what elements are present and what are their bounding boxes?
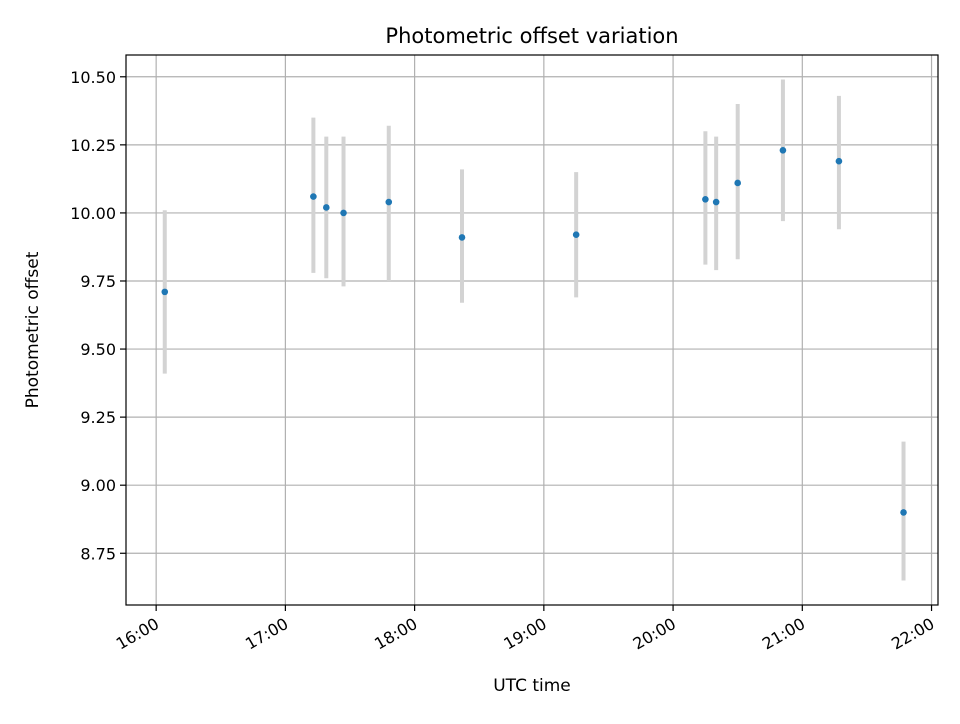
plot-area — [126, 55, 938, 605]
data-point — [310, 193, 317, 200]
grid — [126, 55, 938, 605]
data-point — [734, 179, 741, 187]
data-point — [161, 288, 169, 296]
data-points — [161, 146, 907, 516]
y-tick-label: 10.00 — [70, 204, 116, 223]
data-point — [900, 509, 907, 516]
y-tick-label: 9.25 — [80, 408, 116, 427]
y-tick-label: 9.00 — [80, 476, 116, 495]
y-tick-label: 8.75 — [80, 544, 116, 563]
data-point — [458, 234, 466, 241]
y-tick-label: 10.50 — [70, 68, 116, 87]
y-tick-label: 10.25 — [70, 136, 116, 155]
data-point — [340, 209, 347, 217]
data-point — [323, 204, 330, 211]
y-tick-label: 9.75 — [80, 272, 116, 291]
chart-title: Photometric offset variation — [385, 24, 678, 48]
y-axis-ticks: 8.75 9.00 9.25 9.50 9.75 10.00 10.25 10.50 — [70, 68, 126, 563]
data-point — [835, 157, 843, 165]
y-axis-label: Photometric offset — [23, 251, 43, 408]
data-point — [572, 231, 580, 239]
y-tick-label: 9.50 — [80, 340, 116, 359]
x-axis-label: UTC time — [493, 676, 571, 696]
plot-frame — [125, 54, 939, 606]
data-point — [712, 198, 720, 206]
data-point — [385, 198, 393, 206]
data-point — [702, 196, 709, 203]
data-point — [779, 146, 787, 154]
